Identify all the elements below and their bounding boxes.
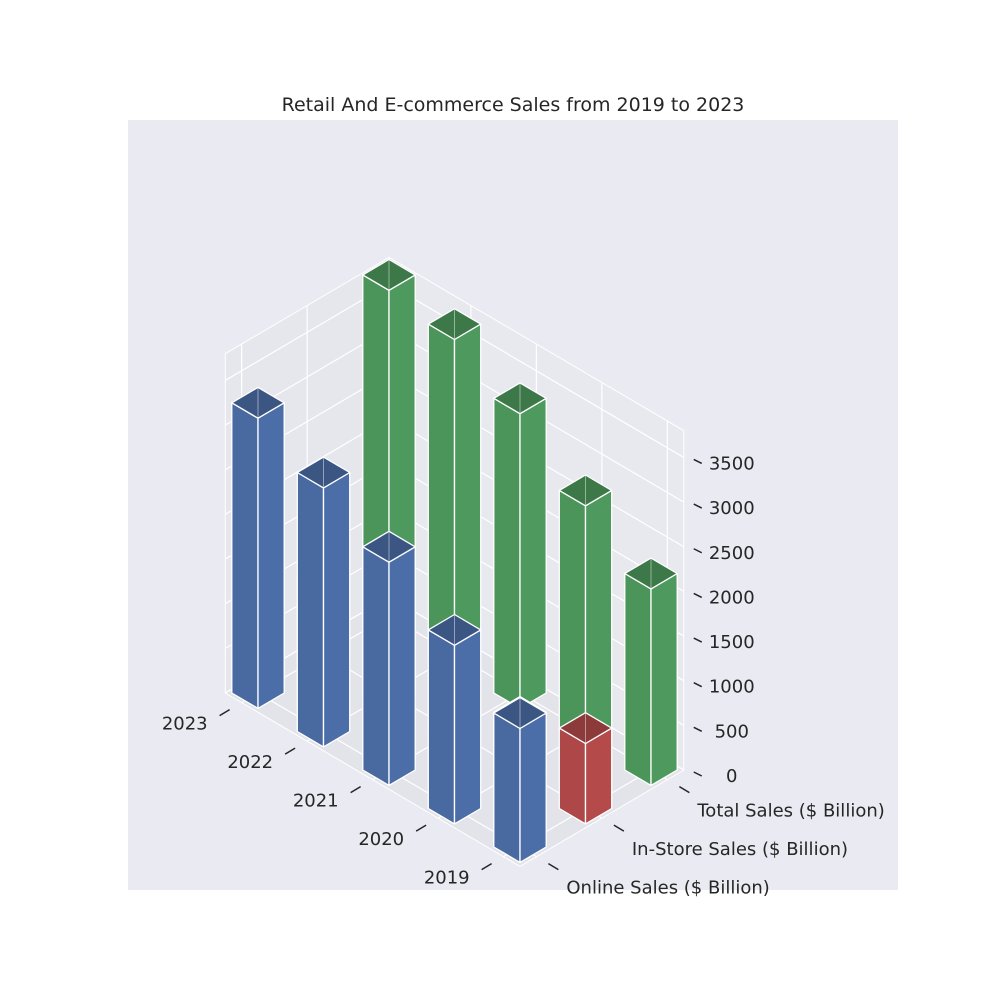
z-tick-mark [693,682,703,688]
bar-online-2020 [427,613,482,825]
chart-title: Retail And E-commerce Sales from 2019 to… [282,94,745,116]
z-tick-label: 1500 [709,632,755,653]
z-tick-label: 500 [715,721,749,742]
z-tick-label: 0 [726,766,737,787]
year-tick-label: 2023 [162,714,208,735]
z-tick-mark [693,592,703,599]
series-tick-label: In-Store Sales ($ Billion) [632,839,848,860]
bar-online-2022 [296,456,351,748]
year-tick-label: 2022 [227,752,273,773]
series-tick-label: Total Sales ($ Billion) [696,801,884,822]
bar-total-2019 [624,557,678,787]
bar-total-2021 [493,382,547,710]
bar-total-2022 [427,308,482,671]
z-tick-label: 3000 [709,498,755,519]
series-tick-label: Online Sales ($ Billion) [566,878,769,899]
z-tick-mark [693,726,703,733]
series-tick-mark [547,862,559,871]
z-tick-label: 3500 [709,453,755,474]
axis-ticks: 2019 2020 2021 2022 2023 Online Sales ($ Bill… [162,453,885,898]
series-tick-mark [613,824,625,832]
bar-online-2021 [362,530,416,787]
year-tick-mark [481,862,493,871]
bar-online-2019 [493,696,547,864]
z-tick-mark [693,637,703,643]
z-tick-label: 2500 [709,543,755,564]
year-tick-mark [284,747,296,755]
bar-online-2023 [231,386,285,710]
z-tick-mark [693,458,703,465]
grid-line-z [388,283,685,458]
z-tick-label: 1000 [709,677,755,698]
bar-in-store-2019 [558,712,613,825]
bar-total-2020 [558,474,613,748]
year-tick-label: 2021 [293,791,339,812]
series-tick-mark [678,785,690,794]
year-tick-label: 2019 [424,868,470,889]
year-tick-label: 2020 [358,829,404,850]
z-tick-mark [693,548,703,554]
z-tick-label: 2000 [709,587,755,608]
year-tick-mark [415,824,427,832]
year-tick-mark [219,708,231,717]
grid-line-z [224,283,390,381]
bars [231,258,678,864]
z-tick-mark [693,771,703,777]
z-tick-mark [693,503,703,509]
year-tick-mark [350,785,362,794]
